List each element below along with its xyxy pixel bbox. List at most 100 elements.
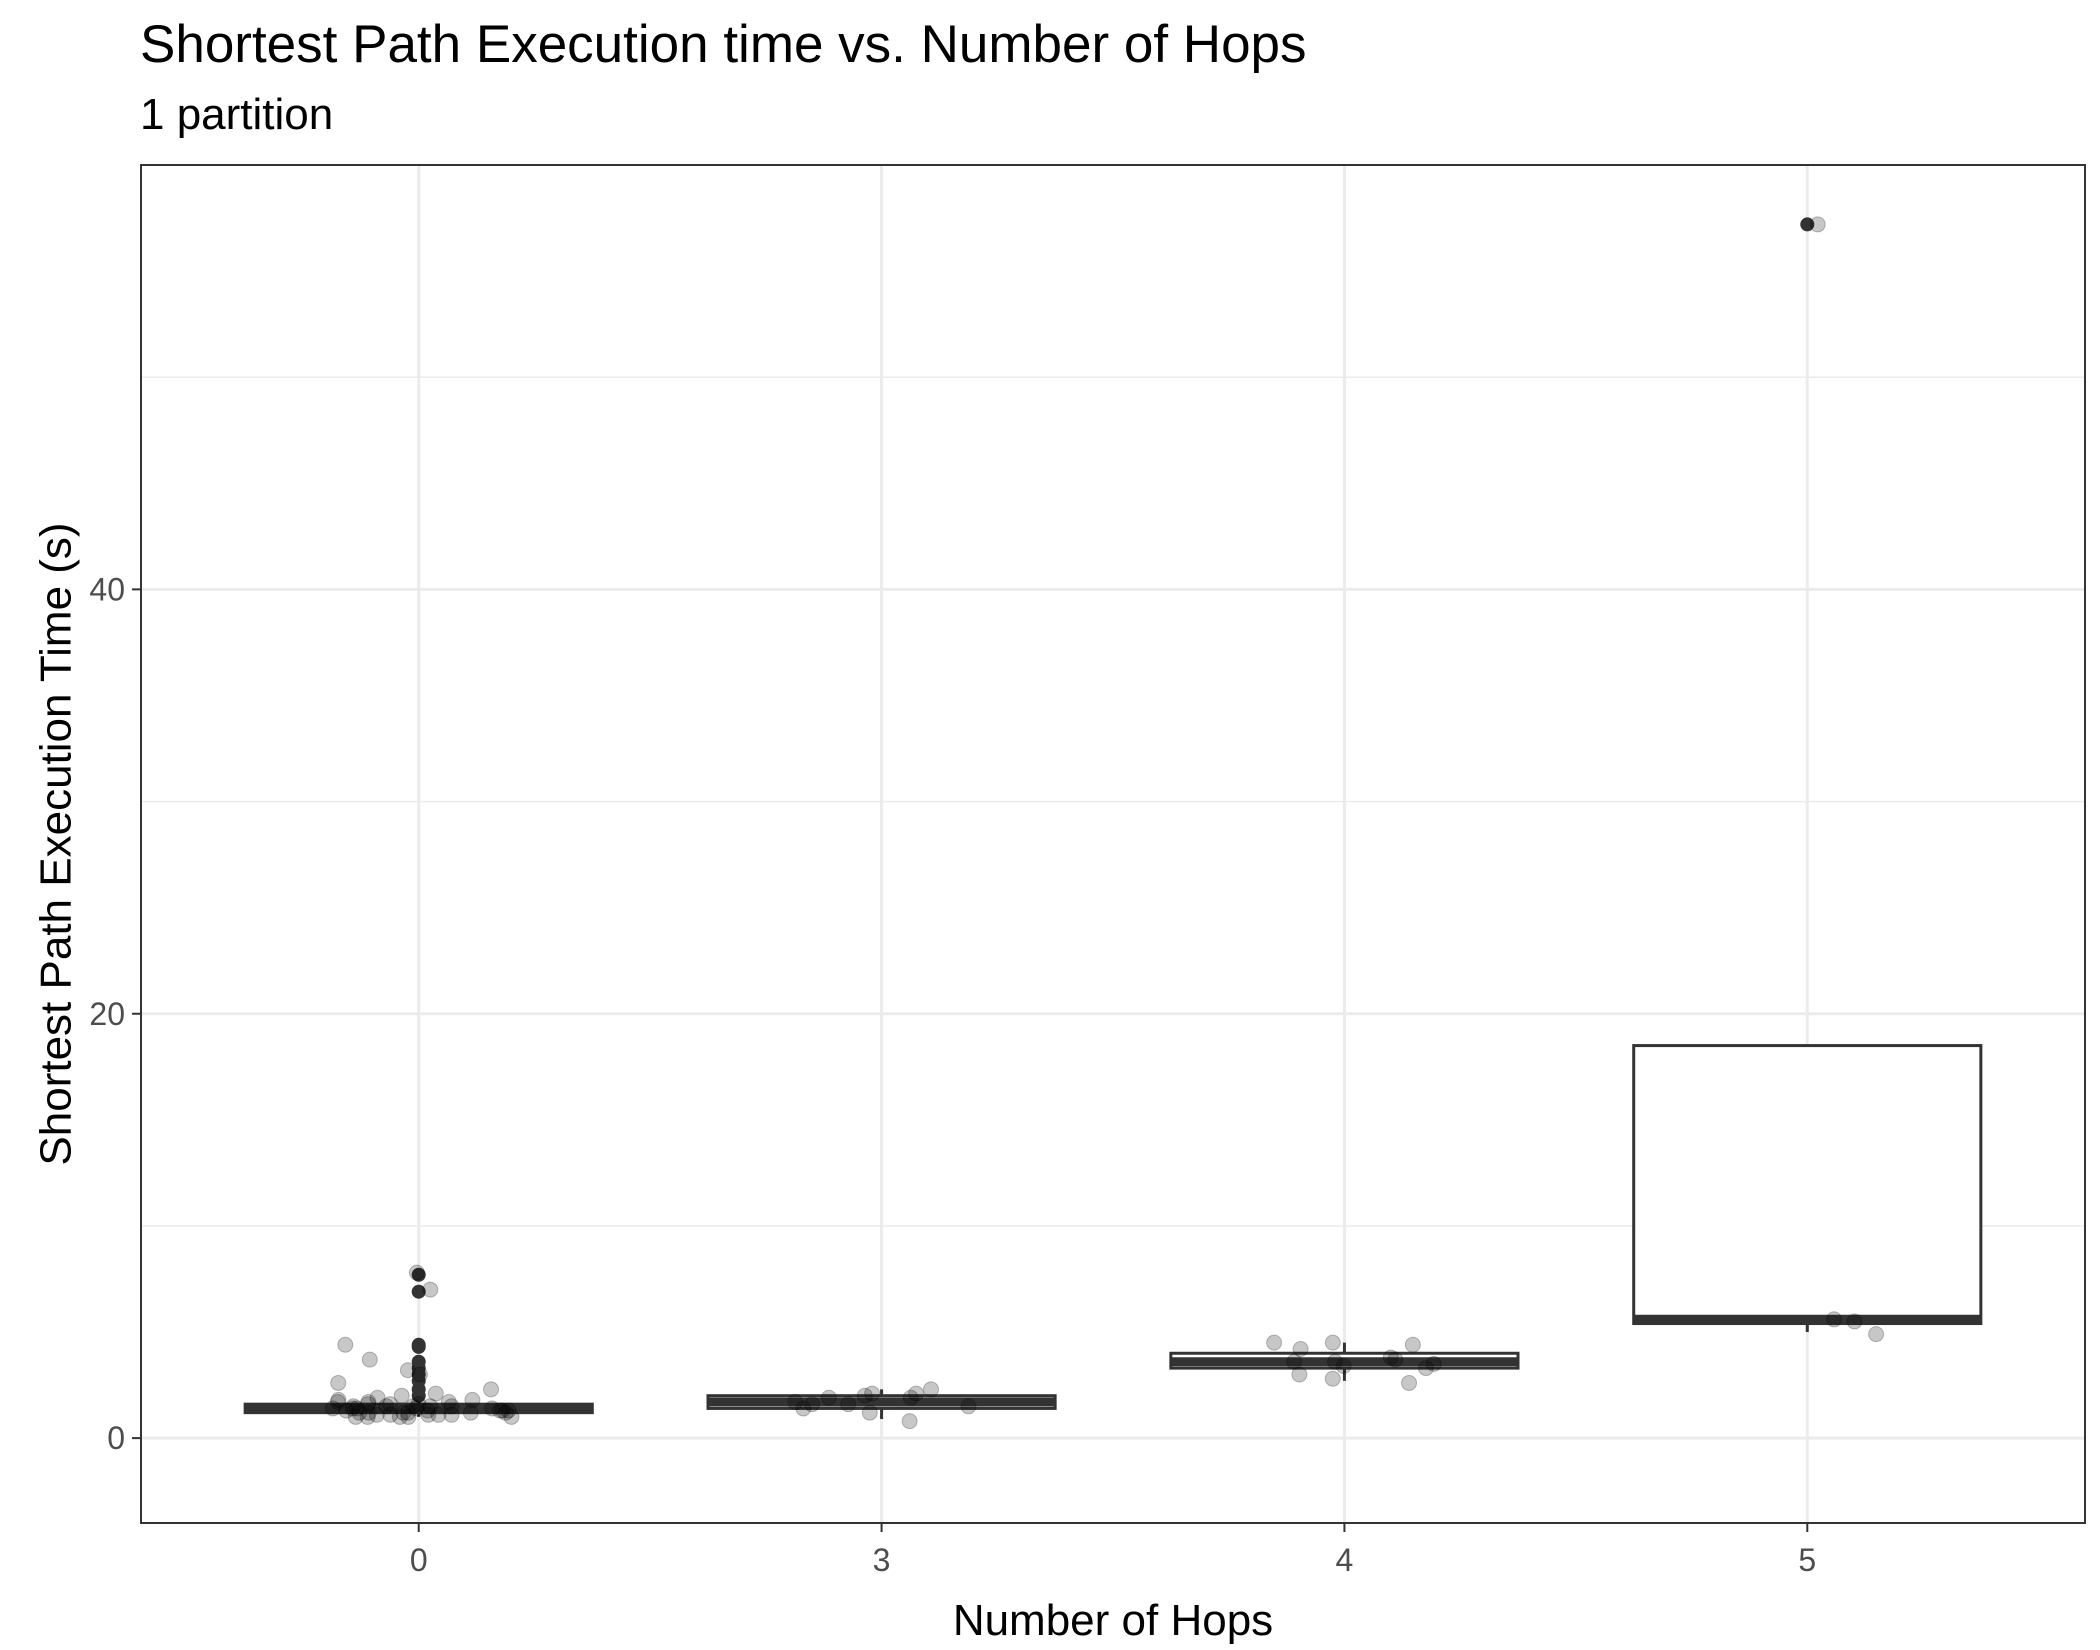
jitter-point	[344, 1400, 361, 1417]
jitter-point	[503, 1408, 520, 1425]
chart-subtitle: 1 partition	[140, 90, 334, 139]
jitter-point	[908, 1385, 925, 1402]
jitter-point	[861, 1404, 878, 1421]
jitter-point	[923, 1381, 940, 1398]
jitter-point	[400, 1408, 417, 1425]
jitter-point	[1266, 1334, 1283, 1351]
jitter-point	[1417, 1360, 1434, 1377]
jitter-point	[395, 1404, 412, 1421]
jitter-point	[369, 1389, 386, 1406]
jitter-point	[1292, 1341, 1309, 1358]
outlier-point	[411, 1354, 426, 1369]
jitter-point	[348, 1400, 365, 1417]
jitter-point	[422, 1398, 439, 1415]
jitter-point	[324, 1400, 341, 1417]
jitter-point	[464, 1391, 481, 1408]
jitter-point	[420, 1406, 437, 1423]
x-tick-label: 3	[873, 1542, 891, 1578]
jitter-point	[1327, 1353, 1344, 1370]
outlier-point	[411, 1284, 426, 1299]
jitter-point	[368, 1406, 385, 1423]
jitter-point	[347, 1408, 364, 1425]
jitter-point	[410, 1396, 427, 1413]
jitter-point	[440, 1394, 457, 1411]
jitter-point	[337, 1336, 354, 1353]
x-tick-label: 4	[1336, 1542, 1354, 1578]
jitter-point	[408, 1264, 425, 1281]
box-layer	[243, 217, 1983, 1420]
jitter-point	[330, 1374, 347, 1391]
jitter-point	[864, 1385, 881, 1402]
box-iqr	[1632, 1044, 1983, 1326]
point-layer	[324, 216, 1885, 1430]
x-axis-title: Number of Hops	[953, 1596, 1273, 1645]
x-tick-label: 5	[1798, 1542, 1816, 1578]
jitter-point	[1401, 1374, 1418, 1391]
jitter-point	[1324, 1370, 1341, 1387]
jitter-point	[391, 1408, 408, 1425]
jitter-point	[1324, 1334, 1341, 1351]
jitter-point	[360, 1396, 377, 1413]
jitter-point	[382, 1406, 399, 1423]
y-axis-title: Shortest Path Execution Time (s)	[31, 522, 80, 1165]
jitter-point	[405, 1398, 422, 1415]
x-tick-label: 0	[410, 1542, 428, 1578]
jitter-point	[1846, 1313, 1863, 1330]
jitter-point	[400, 1404, 417, 1421]
jitter-point	[840, 1396, 857, 1413]
jitter-point	[462, 1404, 479, 1421]
jitter-point	[492, 1402, 509, 1419]
jitter-point	[419, 1402, 436, 1419]
jitter-point	[378, 1398, 395, 1415]
jitter-point	[901, 1413, 918, 1430]
jitter-point	[399, 1362, 416, 1379]
jitter-point	[497, 1404, 514, 1421]
panel-border	[140, 164, 2086, 1524]
jitter-point	[483, 1381, 500, 1398]
jitter-point	[351, 1404, 368, 1421]
jitter-point	[804, 1396, 821, 1413]
jitter-point	[329, 1394, 346, 1411]
jitter-point	[345, 1398, 362, 1415]
jitter-point	[361, 1351, 378, 1368]
y-tick-label: 20	[89, 996, 125, 1032]
jitter-point	[1387, 1351, 1404, 1368]
jitter-point	[427, 1385, 444, 1402]
jitter-point	[494, 1402, 511, 1419]
jitter-point	[360, 1394, 377, 1411]
jitter-point	[393, 1387, 410, 1404]
jitter-point	[960, 1398, 977, 1415]
jitter-point	[1286, 1353, 1303, 1370]
jitter-point	[820, 1389, 837, 1406]
jitter-point	[1291, 1366, 1308, 1383]
chart-title: Shortest Path Execution time vs. Number …	[140, 15, 1307, 74]
axis-layer: 0 20 40 0 3 4 5	[89, 571, 1816, 1578]
outlier-point	[411, 1337, 426, 1352]
jitter-point	[787, 1394, 804, 1411]
jitter-point	[1382, 1349, 1399, 1366]
y-tick-label: 0	[107, 1420, 125, 1456]
jitter-point	[484, 1400, 501, 1417]
jitter-point	[330, 1391, 347, 1408]
jitter-point	[856, 1387, 873, 1404]
outlier-point	[1800, 217, 1815, 232]
jitter-point	[1425, 1355, 1442, 1372]
jitter-point	[1809, 216, 1826, 233]
jitter-point	[422, 1281, 439, 1298]
jitter-point	[360, 1404, 377, 1421]
jitter-point	[443, 1398, 460, 1415]
jitter-point	[1868, 1326, 1885, 1343]
jitter-point	[1404, 1336, 1421, 1353]
outlier-point	[411, 1267, 426, 1282]
jitter-point	[443, 1406, 460, 1423]
jitter-point	[382, 1396, 399, 1413]
jitter-point	[408, 1400, 425, 1417]
jitter-point	[411, 1366, 428, 1383]
jitter-point	[338, 1402, 355, 1419]
y-tick-label: 40	[89, 571, 125, 607]
jitter-point	[1826, 1311, 1843, 1328]
jitter-point	[430, 1406, 447, 1423]
jitter-point	[902, 1389, 919, 1406]
jitter-point	[500, 1402, 517, 1419]
